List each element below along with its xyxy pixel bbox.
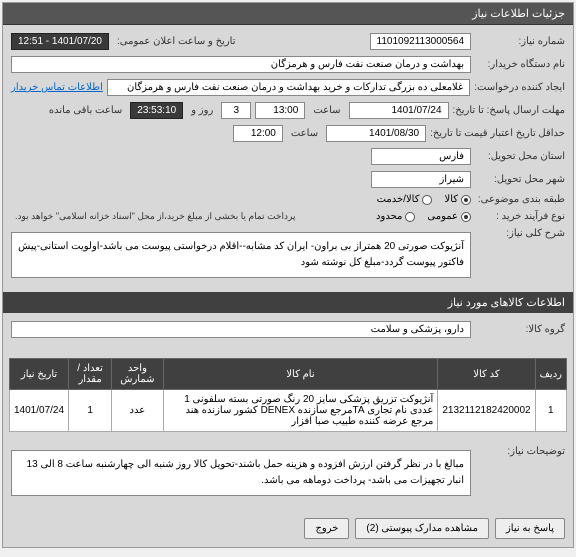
form-body: شماره نیاز: 1101092113000564 تاریخ و ساع… [3, 25, 573, 292]
td-name: آنژیوکت تزریق پزشکی سایز 20 رنگ صورتی بس… [163, 390, 438, 432]
table-header-row: ردیف کد کالا نام کالا واحد شمارش تعداد /… [10, 359, 567, 390]
province-value: فارس [371, 148, 471, 165]
group-label: گروه کالا: [475, 324, 565, 335]
proc-open-label: عمومی [427, 211, 458, 222]
announce-value: 1401/07/20 - 12:51 [11, 33, 109, 50]
cat-service-label: کالا/خدمت [377, 194, 420, 205]
items-section-title: اطلاعات کالاهای مورد نیاز [3, 292, 573, 313]
proc-limited-radio[interactable]: محدود [376, 211, 415, 222]
deadline-date: 1401/07/24 [349, 102, 449, 119]
td-unit: عدد [112, 390, 164, 432]
radio-unchecked-icon-2 [405, 212, 415, 222]
validity-label: حداقل تاریخ اعتبار قیمت تا تاریخ: [430, 128, 565, 139]
remaining-label: ساعت باقی مانده [45, 105, 126, 116]
remaining-time: 23:53:10 [130, 102, 183, 119]
category-radio-group: کالا کالا/خدمت [377, 194, 471, 205]
proc-open-radio[interactable]: عمومی [427, 211, 471, 222]
validity-time: 12:00 [233, 125, 283, 142]
reply-button[interactable]: پاسخ به نیاز [495, 518, 565, 539]
th-name: نام کالا [163, 359, 438, 390]
table-row: 1 2132112182420002 آنژیوکت تزریق پزشکی س… [10, 390, 567, 432]
exit-button[interactable]: خروج [304, 518, 349, 539]
notes-label: توضیحات نیاز: [475, 446, 565, 457]
th-code: کد کالا [438, 359, 535, 390]
buyer-label: نام دستگاه خریدار: [475, 59, 565, 70]
days-count: 3 [221, 102, 251, 119]
desc-text: آنژیوکت صورتی 20 همتراز بی براون- ایران … [11, 232, 471, 278]
time-label-1: ساعت [309, 105, 344, 116]
need-details-panel: جزئیات اطلاعات نیاز شماره نیاز: 11010921… [2, 2, 574, 548]
items-table: ردیف کد کالا نام کالا واحد شمارش تعداد /… [9, 358, 567, 432]
proc-limited-label: محدود [376, 211, 402, 222]
items-table-wrap: ردیف کد کالا نام کالا واحد شمارش تعداد /… [3, 352, 573, 438]
city-value: شیراز [371, 171, 471, 188]
cat-service-radio[interactable]: کالا/خدمت [377, 194, 433, 205]
th-qty: تعداد / مقدار [69, 359, 112, 390]
announce-label: تاریخ و ساعت اعلان عمومی: [113, 36, 240, 47]
requester-label: ایجاد کننده درخواست: [474, 82, 565, 93]
need-number-label: شماره نیاز: [475, 36, 565, 47]
td-qty: 1 [69, 390, 112, 432]
payment-note: پرداخت تمام یا بخشی از مبلغ خرید،از محل … [11, 211, 299, 222]
desc-label: شرح کلی نیاز: [475, 228, 565, 239]
requester-value: غلامعلی ده بزرگی تدارکات و خرید بهداشت و… [107, 79, 470, 96]
deadline-label: مهلت ارسال پاسخ: تا تاریخ: [453, 105, 565, 116]
process-radio-group: عمومی محدود [376, 211, 471, 222]
process-label: نوع فرآیند خرید : [475, 211, 565, 222]
button-bar: پاسخ به نیاز مشاهده مدارک پیوستی (2) خرو… [3, 510, 573, 547]
days-and-label: روز و [187, 105, 217, 116]
radio-checked-icon [461, 195, 471, 205]
city-label: شهر محل تحویل: [475, 174, 565, 185]
contact-link[interactable]: اطلاعات تماس خریدار [11, 82, 103, 93]
attachments-button[interactable]: مشاهده مدارک پیوستی (2) [355, 518, 489, 539]
radio-unchecked-icon [422, 195, 432, 205]
cat-goods-label: کالا [444, 194, 458, 205]
validity-date: 1401/08/30 [326, 125, 426, 142]
radio-checked-icon-2 [461, 212, 471, 222]
td-code: 2132112182420002 [438, 390, 535, 432]
panel-title: جزئیات اطلاعات نیاز [3, 3, 573, 25]
need-number-value: 1101092113000564 [370, 33, 472, 50]
time-label-2: ساعت [287, 128, 322, 139]
th-unit: واحد شمارش [112, 359, 164, 390]
th-row: ردیف [535, 359, 566, 390]
th-date: تاریخ نیاز [10, 359, 69, 390]
category-label: طبقه بندی موضوعی: [475, 194, 565, 205]
cat-goods-radio[interactable]: کالا [444, 194, 471, 205]
buyer-value: بهداشت و درمان صنعت نفت فارس و هرمزگان [11, 56, 471, 73]
group-value: دارو، پزشکی و سلامت [11, 321, 471, 338]
province-label: استان محل تحویل: [475, 151, 565, 162]
notes-text: مبالغ با در نظر گرفتن ارزش افزوده و هزین… [11, 450, 471, 496]
td-row: 1 [535, 390, 566, 432]
td-date: 1401/07/24 [10, 390, 69, 432]
deadline-time: 13:00 [255, 102, 305, 119]
